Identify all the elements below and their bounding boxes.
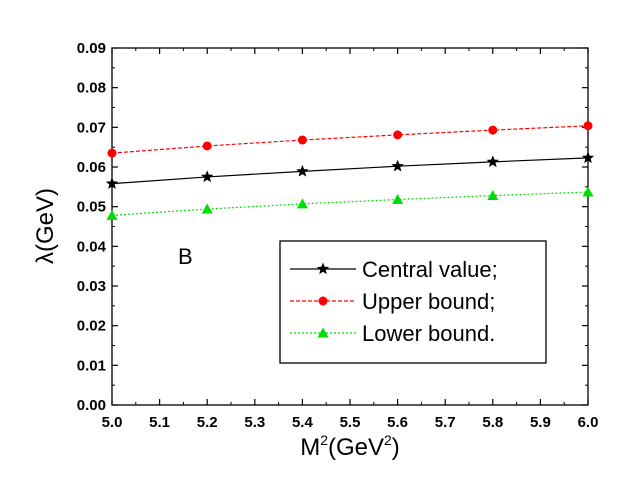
series-2 bbox=[107, 121, 593, 158]
y-tick-label: 0.06 bbox=[77, 159, 106, 176]
y-tick-label: 0.05 bbox=[77, 199, 106, 216]
x-axis-title: M2(GeV2) bbox=[300, 432, 400, 461]
data-point bbox=[201, 170, 214, 183]
legend: Central value; Upper bound; Lower bound. bbox=[279, 240, 547, 364]
y-tick-label: 0.03 bbox=[77, 278, 106, 295]
data-point bbox=[486, 155, 499, 168]
data-point bbox=[296, 198, 308, 209]
y-tick-label: 0.08 bbox=[77, 80, 106, 97]
x-tick-label: 5.9 bbox=[530, 414, 551, 431]
y-tick-label: 0.07 bbox=[77, 119, 106, 136]
series-3 bbox=[106, 186, 594, 220]
series-layer bbox=[105, 121, 595, 220]
y-tick-label: 0.09 bbox=[77, 40, 106, 57]
legend-label: Upper bound; bbox=[362, 289, 495, 314]
x-tick-label: 5.7 bbox=[435, 414, 456, 431]
data-point bbox=[105, 177, 119, 189]
x-tick-label: 5.0 bbox=[102, 414, 123, 431]
data-point bbox=[581, 151, 595, 164]
x-tick-label: 5.8 bbox=[482, 414, 503, 431]
legend-marker bbox=[317, 327, 329, 338]
data-point bbox=[392, 194, 404, 205]
legend-marker bbox=[316, 262, 330, 275]
data-point bbox=[393, 130, 403, 140]
legend-marker bbox=[318, 296, 328, 306]
x-tick-label: 5.6 bbox=[387, 414, 408, 431]
x-tick-label: 5.2 bbox=[197, 414, 218, 431]
panel-annotation: B bbox=[178, 244, 193, 269]
data-point bbox=[488, 125, 498, 135]
series-line bbox=[111, 191, 589, 216]
data-point bbox=[391, 159, 404, 172]
y-tick-label: 0.01 bbox=[77, 357, 106, 374]
data-point bbox=[296, 164, 309, 177]
data-point bbox=[487, 190, 499, 201]
x-tick-label: 5.3 bbox=[244, 414, 265, 431]
axis-ticks: 5.0 5.1 5.2 5.3 5.4 5.5 5.6 5.7 5.8 5.9 6.0 0.00 0.0… bbox=[77, 40, 599, 431]
x-tick-label: 5.5 bbox=[340, 414, 361, 431]
data-point bbox=[106, 209, 118, 220]
legend-item: Lower bound. bbox=[290, 321, 495, 346]
y-tick-label: 0.02 bbox=[77, 318, 106, 335]
data-point bbox=[582, 186, 594, 197]
legend-item: Central value; bbox=[290, 257, 498, 282]
x-tick-label: 5.4 bbox=[292, 414, 314, 431]
data-point bbox=[107, 148, 117, 158]
data-point bbox=[583, 121, 593, 131]
y-tick-label: 0.04 bbox=[77, 238, 107, 255]
data-point bbox=[202, 141, 212, 151]
series-line bbox=[111, 125, 589, 154]
legend-label: Lower bound. bbox=[362, 321, 495, 346]
x-tick-label: 5.1 bbox=[149, 414, 170, 431]
x-tick-label: 6.0 bbox=[578, 414, 599, 431]
y-axis-title: λ(GeV) bbox=[32, 188, 59, 264]
y-tick-label: 0.00 bbox=[77, 397, 106, 414]
series-1 bbox=[105, 151, 595, 189]
legend-item: Upper bound; bbox=[290, 289, 495, 314]
series-line bbox=[111, 157, 589, 185]
data-point bbox=[297, 135, 307, 145]
legend-label: Central value; bbox=[362, 257, 498, 282]
data-point bbox=[201, 203, 213, 214]
